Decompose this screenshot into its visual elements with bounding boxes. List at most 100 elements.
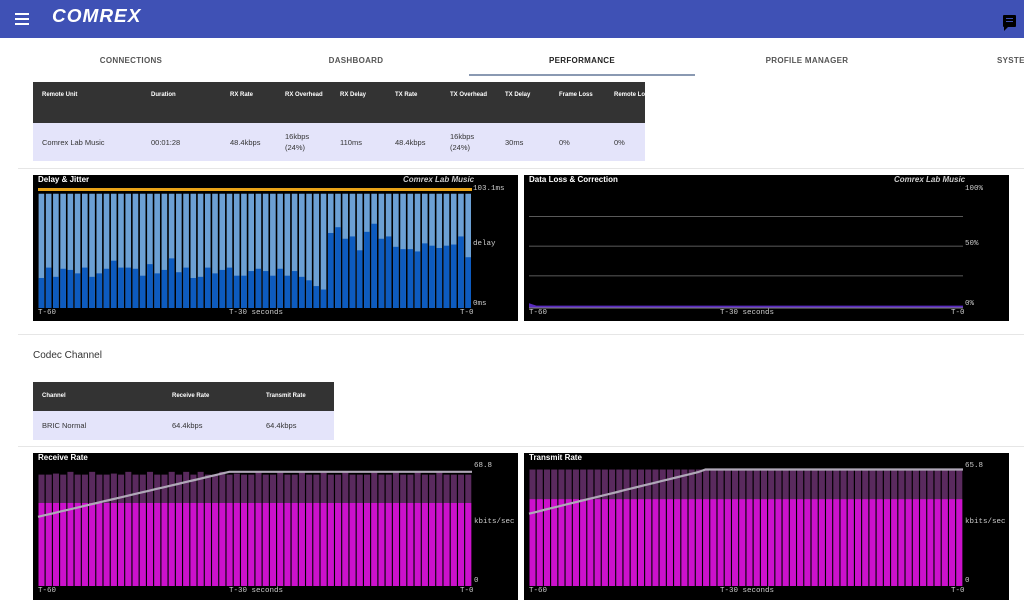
codec-table-cell: 64.4kbps [266,421,297,430]
delay-bar [400,249,406,308]
rate-audio-bar [652,499,659,586]
jitter-bar [161,193,168,308]
y-tick-label: delay [473,240,496,248]
y-tick-label: kbits/sec [965,518,1006,526]
delay-bar [284,275,291,308]
jitter-line [38,188,472,191]
tab-connections[interactable]: CONNECTIONS [99,56,163,65]
rate-average-line [37,470,472,518]
rate-audio-bar [154,502,161,586]
tab-performance[interactable]: PERFORMANCE [469,38,695,78]
delay-bar [74,273,81,308]
connection-table-cell: 0% [614,138,625,147]
rate-audio-bar [565,499,572,586]
rate-audio-bar [587,499,594,586]
jitter-bar [38,193,45,308]
rate-audio-bar [912,499,919,586]
rate-audio-bar [364,502,371,586]
delay-bar [53,276,59,308]
tab-profile-manager[interactable]: PROFILE MANAGER [765,56,849,65]
tab-system[interactable]: SYSTEM [997,56,1024,65]
rate-audio-bar [688,499,695,586]
rate-audio-bar [421,502,428,586]
connection-table-header-cell: RX Overhead [285,92,323,98]
jitter-bar [299,193,305,308]
chat-icon[interactable] [1003,15,1016,31]
rate-audio-bar [103,502,110,586]
delay-bar [306,280,312,308]
rate-audio-bar [175,502,182,586]
rate-audio-bar [89,502,96,586]
jitter-bar [168,193,175,308]
delay-bar [458,236,464,308]
delay-jitter-chart: Delay & Jitter Comrex Lab Music 103.1ms … [33,175,518,321]
rate-audio-bar [248,502,255,586]
rate-audio-bar [414,502,421,586]
rate-audio-bar [594,499,601,586]
jitter-bar [82,193,88,308]
jitter-bar [241,193,247,308]
rate-audio-bar [768,499,775,586]
tab-bar: CONNECTIONS DASHBOARD PERFORMANCE PROFIL… [0,38,1024,78]
rate-audio-bar [746,499,753,586]
rate-audio-bar [681,499,688,586]
jitter-bar [270,193,276,308]
rate-audio-bar [233,502,240,586]
y-tick-label: 65.8 [965,462,984,470]
x-tick-label: T-60 [38,309,57,317]
rate-audio-bar [551,499,558,586]
y-tick-label: 0 [965,577,970,585]
delay-bar [421,243,428,308]
rate-audio-bar [710,499,717,586]
rate-audio-bar [335,502,342,586]
rate-audio-bar [840,499,847,586]
hamburger-menu-icon[interactable] [15,13,29,25]
rate-audio-bar [609,499,616,586]
rate-audio-bar [262,502,269,586]
tab-dashboard[interactable]: DASHBOARD [328,56,384,65]
jitter-bar [226,193,233,308]
delay-bar [197,276,204,308]
rate-audio-bar [695,499,702,586]
jitter-bar [74,193,81,308]
rate-audio-bar [132,502,139,586]
rate-audio-bar [269,502,276,586]
jitter-bar [53,193,59,308]
rate-audio-bar [400,502,407,586]
delay-bar [262,271,269,308]
rate-audio-bar [797,499,804,586]
receive-rate-chart: Receive Rate 68.8 kbits/sec 0 T-60 T-30 … [33,453,518,600]
rate-audio-bar [125,502,132,586]
delay-bar [38,277,45,308]
rate-audio-bar [465,502,472,586]
y-tick-label: 0 [474,577,479,585]
rate-audio-bar [775,499,782,586]
delay-bar [291,271,298,308]
y-tick-label: 0ms [473,300,487,308]
rate-audio-bar [320,502,327,586]
transmit-rate-chart: Transmit Rate 65.8 kbits/sec 0 T-60 T-30… [524,453,1009,600]
delay-bar [320,289,327,308]
delay-bar [465,257,471,308]
x-tick-label: T-60 [529,309,548,317]
delay-bar [313,286,320,308]
rate-audio-bar [436,502,443,586]
delay-bar [226,267,233,308]
delay-bar [378,238,385,308]
delay-bar [385,236,392,308]
rate-audio-bar [529,499,536,586]
chart-title: Transmit Rate [529,453,582,462]
connection-table-cell: 30ms [505,138,524,147]
codec-table-cell: BRIC Normal [42,421,87,430]
rate-audio-bar [920,499,927,586]
x-tick-label: T-30 seconds [720,587,775,595]
jitter-bar [197,193,204,308]
rate-audio-bar [623,499,630,586]
divider [18,168,1024,169]
rate-audio-bar [674,499,681,586]
rate-audio-bar [168,502,175,586]
rate-audio-bar [876,499,883,586]
delay-bar [176,272,182,308]
rate-audio-bar [826,499,833,586]
jitter-bar [89,193,95,308]
